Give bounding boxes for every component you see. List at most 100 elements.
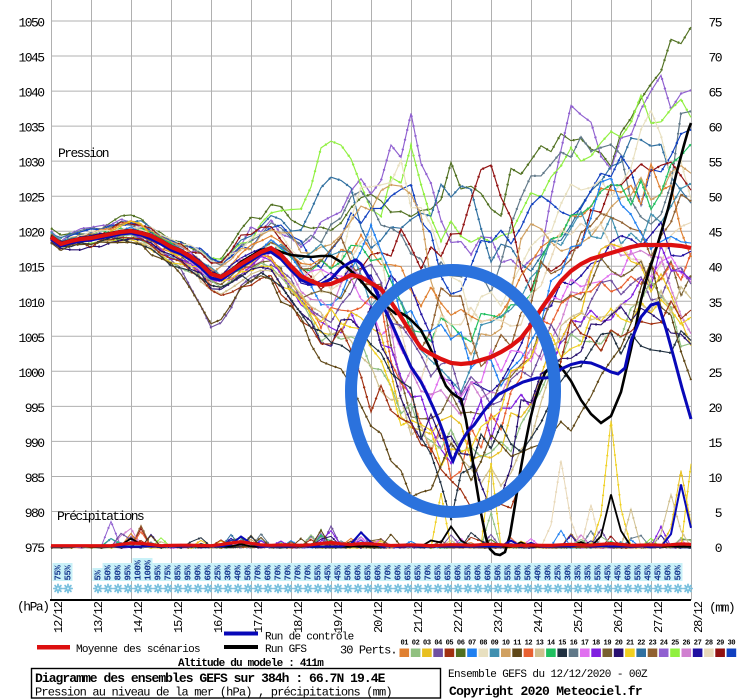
svg-text:22: 22 [637,640,645,648]
svg-text:12/12: 12/12 [52,601,66,633]
svg-text:60%: 60% [454,564,464,580]
svg-text:55%: 55% [594,564,604,580]
svg-text:15: 15 [708,436,721,451]
svg-text:09: 09 [491,640,499,648]
svg-text:70%: 70% [424,564,434,580]
svg-text:25: 25 [708,366,721,381]
svg-text:45%: 45% [644,564,654,580]
svg-text:Altitude du modele : 411m: Altitude du modele : 411m [178,658,324,670]
svg-text:980: 980 [25,506,45,521]
svg-text:75: 75 [708,16,721,31]
svg-text:13: 13 [536,640,544,648]
svg-text:1045: 1045 [18,51,44,66]
svg-text:23/12: 23/12 [492,601,506,633]
svg-text:25: 25 [671,640,679,648]
svg-text:(mm): (mm) [709,601,734,616]
svg-text:50: 50 [708,191,721,206]
svg-text:27/12: 27/12 [652,601,666,633]
svg-text:40: 40 [708,261,721,276]
svg-text:05: 05 [446,640,454,648]
svg-text:60%: 60% [374,564,384,580]
svg-text:45%: 45% [324,564,334,580]
svg-text:16: 16 [570,640,578,648]
svg-text:28: 28 [705,640,713,648]
svg-text:24/12: 24/12 [532,601,546,633]
svg-text:1035: 1035 [18,121,44,136]
svg-text:55%: 55% [64,564,74,580]
svg-text:55: 55 [708,156,721,171]
svg-text:65%: 65% [404,564,414,580]
svg-text:60%: 60% [354,564,364,580]
svg-text:12: 12 [525,640,533,648]
svg-text:30: 30 [708,331,721,346]
svg-text:20: 20 [708,401,721,416]
svg-text:35%: 35% [584,564,594,580]
svg-text:Run de contrôle: Run de contrôle [265,632,354,644]
svg-text:60%: 60% [204,564,214,580]
svg-text:70%: 70% [274,564,284,580]
svg-text:1015: 1015 [18,261,44,276]
svg-text:Copyright 2020 Meteociel.fr: Copyright 2020 Meteociel.fr [449,684,642,699]
svg-text:Précipitations: Précipitations [57,509,144,524]
svg-text:60%: 60% [624,564,634,580]
svg-text:04: 04 [434,640,442,648]
svg-text:30 Perts.: 30 Perts. [340,644,397,658]
svg-text:80%: 80% [114,564,124,580]
svg-text:13/12: 13/12 [92,601,106,633]
svg-text:26: 26 [682,640,690,648]
svg-text:95%: 95% [154,564,164,580]
svg-text:01: 01 [400,640,408,648]
svg-text:35: 35 [708,296,721,311]
svg-text:10: 10 [708,471,721,486]
svg-text:75%: 75% [54,564,64,580]
svg-text:08: 08 [479,640,487,648]
svg-text:65%: 65% [414,564,424,580]
svg-text:70%: 70% [304,564,314,580]
svg-text:70%: 70% [384,564,394,580]
svg-text:18: 18 [592,640,600,648]
svg-text:55%: 55% [464,564,474,580]
svg-text:60%: 60% [474,564,484,580]
svg-text:30: 30 [728,640,736,648]
svg-text:23: 23 [649,640,657,648]
svg-text:70%: 70% [294,564,304,580]
svg-text:17: 17 [581,640,589,648]
svg-text:50%: 50% [674,564,684,580]
svg-text:28/12: 28/12 [692,601,706,633]
svg-text:75%: 75% [164,564,174,580]
svg-text:95%: 95% [124,564,134,580]
svg-text:20/12: 20/12 [372,601,386,633]
svg-text:1010: 1010 [18,296,44,311]
svg-text:1000: 1000 [18,366,44,381]
svg-text:50%: 50% [344,564,354,580]
svg-text:25%: 25% [214,564,224,580]
svg-text:Moyenne des scénarios: Moyenne des scénarios [76,644,200,656]
svg-text:07: 07 [468,640,476,648]
svg-text:1050: 1050 [18,16,44,31]
svg-text:45%: 45% [604,564,614,580]
svg-text:100%: 100% [134,559,144,580]
svg-text:60%: 60% [264,564,274,580]
svg-text:50%: 50% [104,564,114,580]
svg-text:90%: 90% [194,564,204,580]
svg-text:975: 975 [25,541,45,556]
svg-text:40%: 40% [534,564,544,580]
svg-text:55%: 55% [314,564,324,580]
svg-text:25/12: 25/12 [572,601,586,633]
svg-text:Run GFS: Run GFS [265,644,307,656]
svg-text:(hPa): (hPa) [17,600,49,615]
svg-text:21/12: 21/12 [412,601,426,633]
svg-text:70%: 70% [254,564,264,580]
svg-text:18/12: 18/12 [292,601,306,633]
svg-text:16/12: 16/12 [212,601,226,633]
svg-text:Ensemble GEFS du 12/12/2020 -: Ensemble GEFS du 12/12/2020 - 00Z [448,669,648,681]
svg-text:0: 0 [715,541,722,556]
svg-text:50%: 50% [244,564,254,580]
svg-text:Pression: Pression [58,146,109,161]
svg-text:65%: 65% [364,564,374,580]
svg-text:50%: 50% [514,564,524,580]
svg-text:45%: 45% [654,564,664,580]
svg-text:30%: 30% [564,564,574,580]
svg-text:100%: 100% [144,559,154,580]
svg-text:60: 60 [708,121,721,136]
